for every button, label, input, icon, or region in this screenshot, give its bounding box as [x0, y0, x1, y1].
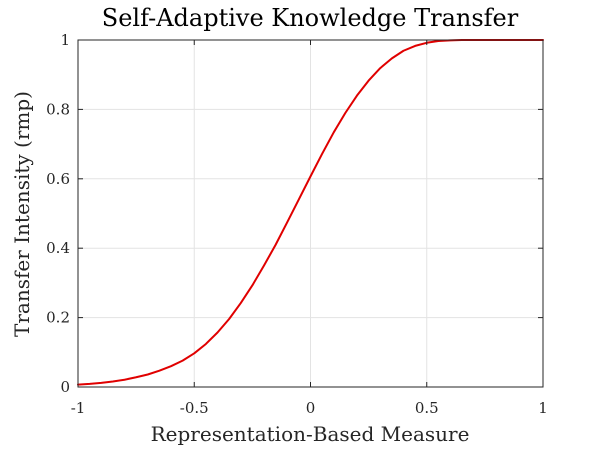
y-tick-label: 0.4 [46, 239, 70, 257]
y-tick-label: 0 [60, 378, 70, 396]
x-tick-label: -0.5 [180, 399, 209, 417]
y-tick-label: 0.6 [46, 170, 70, 188]
tick-marks [77, 39, 544, 388]
y-tick-label: 0.8 [46, 100, 70, 118]
x-tick-label: 1 [538, 399, 548, 417]
x-tick-labels: -1 -0.5 0 0.5 1 [71, 399, 548, 417]
y-tick-labels: 0 0.2 0.4 0.6 0.8 1 [46, 31, 70, 396]
y-tick-label: 0.2 [46, 309, 70, 327]
grid-lines [78, 40, 543, 387]
x-axis-label: Representation-Based Measure [151, 422, 470, 446]
x-tick-label: 0.5 [415, 399, 439, 417]
y-tick-label: 1 [60, 31, 70, 49]
y-axis-label: Transfer Intensity (rmp) [10, 91, 34, 337]
x-tick-label: 0 [306, 399, 316, 417]
chart-title: Self-Adaptive Knowledge Transfer [102, 4, 519, 32]
x-tick-label: -1 [71, 399, 86, 417]
